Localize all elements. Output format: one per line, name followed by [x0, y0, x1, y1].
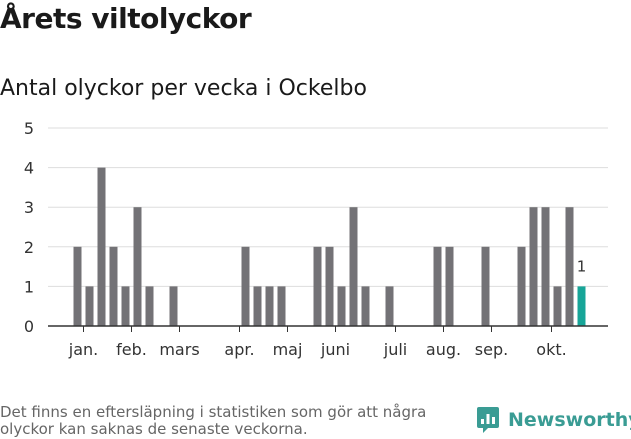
bar-highlight: [577, 286, 586, 326]
bar: [481, 246, 490, 326]
bar: [109, 246, 118, 326]
bar: [517, 246, 526, 326]
highlight-data-label: 1: [577, 257, 587, 275]
bar: [97, 167, 106, 326]
bar: [541, 207, 550, 326]
x-month-label: maj: [273, 340, 303, 359]
bar: [133, 207, 142, 326]
newsworthy-brand[interactable]: Newsworthy: [476, 406, 631, 434]
bar: [337, 286, 346, 326]
x-month-label: mars: [159, 340, 199, 359]
bar: [169, 286, 178, 326]
x-month-label: jan.: [68, 340, 98, 359]
y-axis-ticks: 0 1 2 3 4 5: [24, 119, 34, 336]
bar-chart: 0 1 2 3 4 5 1 jan. feb. mars apr. maj juni juli aug.…: [24, 119, 608, 359]
bar: [385, 286, 394, 326]
chart-subtitle: Antal olyckor per vecka i Ockelbo: [0, 76, 367, 101]
y-tick-label: 5: [24, 119, 34, 138]
bar: [313, 246, 322, 326]
newsworthy-logo-icon: [477, 407, 499, 433]
bar: [529, 207, 538, 326]
x-month-label: apr.: [224, 340, 254, 359]
x-month-label: sep.: [475, 340, 508, 359]
bar: [553, 286, 562, 326]
bar: [349, 207, 358, 326]
y-tick-label: 1: [24, 277, 34, 296]
chart-title: Årets viltolyckor: [0, 2, 252, 35]
bar: [145, 286, 154, 326]
y-tick-label: 2: [24, 238, 34, 257]
bar: [253, 286, 262, 326]
x-month-label: juli: [383, 340, 407, 359]
bar: [565, 207, 574, 326]
x-month-label: feb.: [116, 340, 147, 359]
x-month-label: okt.: [536, 340, 566, 359]
bar: [433, 246, 442, 326]
bar: [277, 286, 286, 326]
x-axis-month-labels: jan. feb. mars apr. maj juni juli aug. sep. okt.: [68, 326, 567, 359]
bar: [73, 246, 82, 326]
bar: [265, 286, 274, 326]
bar: [361, 286, 370, 326]
bar: [325, 246, 334, 326]
footnote: Det finns en eftersläpning i statistiken…: [0, 403, 427, 438]
bar: [85, 286, 94, 326]
bar: [241, 246, 250, 326]
y-tick-label: 0: [24, 317, 34, 336]
brand-name: Newsworthy: [508, 409, 631, 431]
bars: 1: [73, 167, 587, 326]
bar: [445, 246, 454, 326]
x-month-label: juni: [320, 340, 350, 359]
y-tick-label: 3: [24, 198, 34, 217]
y-tick-label: 4: [24, 159, 34, 178]
x-month-label: aug.: [426, 340, 461, 359]
bar: [121, 286, 130, 326]
